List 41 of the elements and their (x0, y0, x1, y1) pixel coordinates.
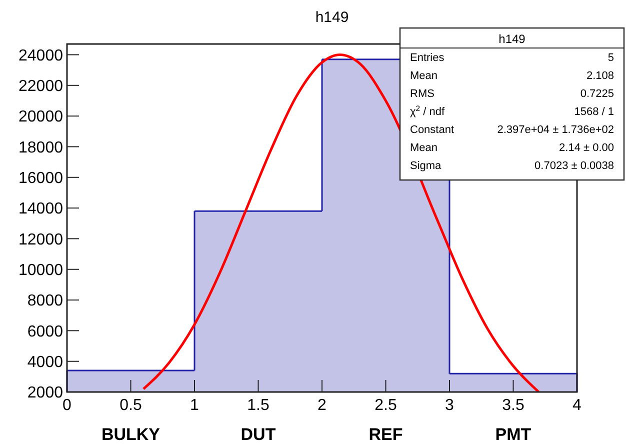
annotation: Constant (410, 124, 454, 136)
category-label: REF (368, 425, 403, 444)
text: 5 (608, 52, 614, 64)
y-tick-label: 8000 (27, 292, 64, 310)
y-tick-label: 16000 (18, 170, 64, 187)
annotation: 1568 / 1 (574, 106, 614, 118)
x-tick-label: 0.5 (120, 397, 142, 414)
y-tick-label: 22000 (18, 78, 64, 95)
category-label: BULKY (101, 425, 160, 444)
annotation: Mean (410, 70, 438, 82)
annotation: Sigma (410, 160, 442, 172)
annotation: 2.397e+04 ± 1.736e+02 (497, 124, 614, 136)
text: 2.108 (586, 70, 614, 82)
annotation: Entries (410, 52, 445, 64)
chart-title: h149 (315, 9, 349, 26)
annotation: Mean (410, 142, 438, 154)
x-tick-label: 2.5 (374, 397, 397, 414)
y-tick-label: 10000 (18, 262, 64, 279)
annotation: h149 (498, 32, 526, 46)
text: 0.7225 (580, 88, 614, 100)
y-tick-label: 14000 (18, 200, 64, 218)
x-tick-label: 1.5 (247, 397, 270, 414)
annotation: RMS (410, 88, 434, 100)
annotation: χ$^{2}$ / ndf (410, 104, 446, 118)
y-tick-label: 12000 (18, 231, 64, 248)
y-tick-label: 4000 (27, 354, 64, 371)
y-tick-label: 18000 (18, 139, 64, 156)
y-tick-label: 2000 (27, 384, 64, 402)
x-tick-label: 1 (190, 397, 200, 414)
x-tick-label: 2 (318, 397, 327, 414)
annotation: 2.14 ± 0.00 (559, 142, 614, 154)
x-tick-label: 0 (62, 397, 72, 414)
y-tick-label: 6000 (27, 323, 64, 340)
x-tick-label: 4 (572, 397, 582, 414)
x-tick-label: 3.5 (502, 397, 524, 414)
y-tick-label: 24000 (18, 47, 64, 64)
category-label: DUT (240, 425, 276, 444)
annotation: 0.7023 ± 0.0038 (534, 160, 614, 172)
category-label: PMT (495, 425, 532, 444)
y-tick-label: 20000 (18, 108, 64, 126)
x-tick-label: 3 (445, 397, 454, 414)
